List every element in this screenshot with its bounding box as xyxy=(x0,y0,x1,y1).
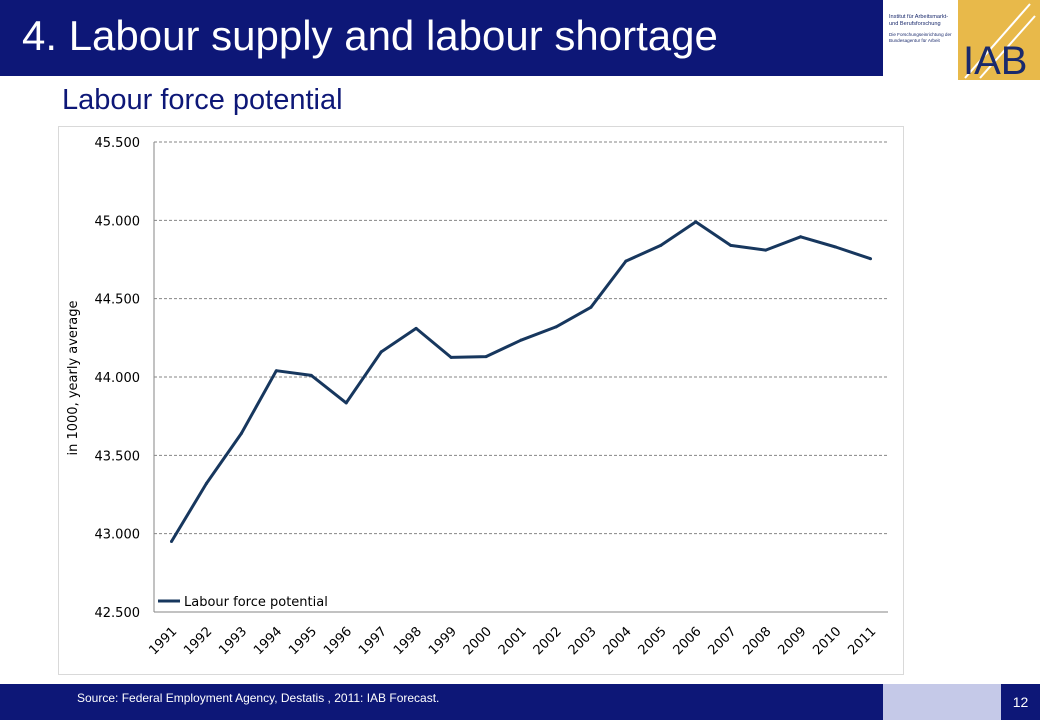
page-number: 12 xyxy=(1012,694,1029,710)
x-tick-label: 1996 xyxy=(321,624,355,658)
x-tick-label: 1994 xyxy=(251,624,285,658)
data-point xyxy=(589,305,593,309)
data-point xyxy=(344,401,348,405)
x-tick-label: 2007 xyxy=(706,624,740,658)
data-point xyxy=(204,482,208,486)
iab-logo: Institut für Arbeitsmarkt- und Berufsfor… xyxy=(885,0,1040,80)
slide-title: 4. Labour supply and labour shortage xyxy=(22,12,718,59)
line-chart: 42.500 43.000 43.500 44.000 44.500 45.000 45.5… xyxy=(66,136,888,658)
series-line xyxy=(170,220,871,543)
data-point xyxy=(764,248,768,252)
y-tick-label: 43.000 xyxy=(95,528,141,543)
y-tick-label: 45.000 xyxy=(95,214,141,229)
y-tick-labels: 42.500 43.000 43.500 44.000 44.500 45.000 45.5… xyxy=(95,136,141,621)
x-tick-label: 1999 xyxy=(426,624,460,658)
series-layer xyxy=(169,220,873,543)
grid-layer xyxy=(154,141,888,535)
logo-line3: Die Forschungseinrichtung der xyxy=(889,32,952,37)
logo-line4: Bundesagentur für Arbeit xyxy=(889,38,941,43)
x-tick-label: 2009 xyxy=(775,624,809,658)
title-bar: 4. Labour supply and labour shortage xyxy=(0,0,883,76)
y-tick-label: 42.500 xyxy=(95,606,141,621)
data-point xyxy=(869,257,873,261)
x-tick-label: 2005 xyxy=(636,624,670,658)
data-point xyxy=(624,259,628,263)
x-tick-label: 1998 xyxy=(391,624,425,658)
data-point xyxy=(239,431,243,435)
data-point xyxy=(554,325,558,329)
data-point xyxy=(694,220,698,224)
x-tick-label: 2000 xyxy=(461,624,495,658)
data-point xyxy=(659,243,663,247)
axis-layer xyxy=(153,142,888,613)
data-point xyxy=(414,326,418,330)
slide-subtitle: Labour force potential xyxy=(62,84,343,116)
chart-frame xyxy=(58,126,904,675)
data-point xyxy=(274,369,278,373)
y-tick-label: 45.500 xyxy=(95,136,141,151)
x-tick-label: 2010 xyxy=(810,624,844,658)
data-point xyxy=(169,540,173,543)
footer-bar: Source: Federal Employment Agency, Desta… xyxy=(0,684,883,720)
x-tick-label: 2011 xyxy=(845,624,879,658)
x-tick-label: 2008 xyxy=(740,624,774,658)
x-tick-label: 1993 xyxy=(216,624,250,658)
y-axis-label: in 1000, yearly average xyxy=(66,301,81,456)
page-number-box: 12 xyxy=(1001,684,1040,720)
x-tick-labels: 1991 1992 1993 1994 1995 1996 1997 1998 1999 2000… xyxy=(146,624,879,658)
data-point xyxy=(799,235,803,239)
x-tick-label: 1997 xyxy=(356,624,390,658)
x-tick-label: 1995 xyxy=(286,624,320,658)
x-tick-label: 2003 xyxy=(566,624,600,658)
data-point xyxy=(379,350,383,354)
data-point xyxy=(309,373,313,377)
source-note: Source: Federal Employment Agency, Desta… xyxy=(77,691,440,705)
y-tick-label: 44.500 xyxy=(95,293,141,308)
logo-mark: IAB xyxy=(963,39,1027,80)
x-tick-label: 1992 xyxy=(181,624,215,658)
x-tick-label: 2001 xyxy=(496,624,530,658)
data-point xyxy=(834,245,838,249)
footer-accent xyxy=(883,684,1001,720)
x-tick-label: 1991 xyxy=(146,624,180,658)
x-tick-label: 2004 xyxy=(601,624,635,658)
legend-label: Labour force potential xyxy=(184,595,328,610)
x-tick-label: 2006 xyxy=(671,624,705,658)
data-point xyxy=(519,338,523,342)
x-tick-label: 2002 xyxy=(531,624,565,658)
y-tick-label: 44.000 xyxy=(95,371,141,386)
data-point xyxy=(449,355,453,359)
data-point xyxy=(484,355,488,359)
data-point xyxy=(729,243,733,247)
logo-line2: und Berufsforschung xyxy=(889,21,941,27)
legend: Labour force potential xyxy=(158,595,328,610)
logo-line1: Institut für Arbeitsmarkt- xyxy=(889,14,948,20)
y-tick-label: 43.500 xyxy=(95,449,141,464)
